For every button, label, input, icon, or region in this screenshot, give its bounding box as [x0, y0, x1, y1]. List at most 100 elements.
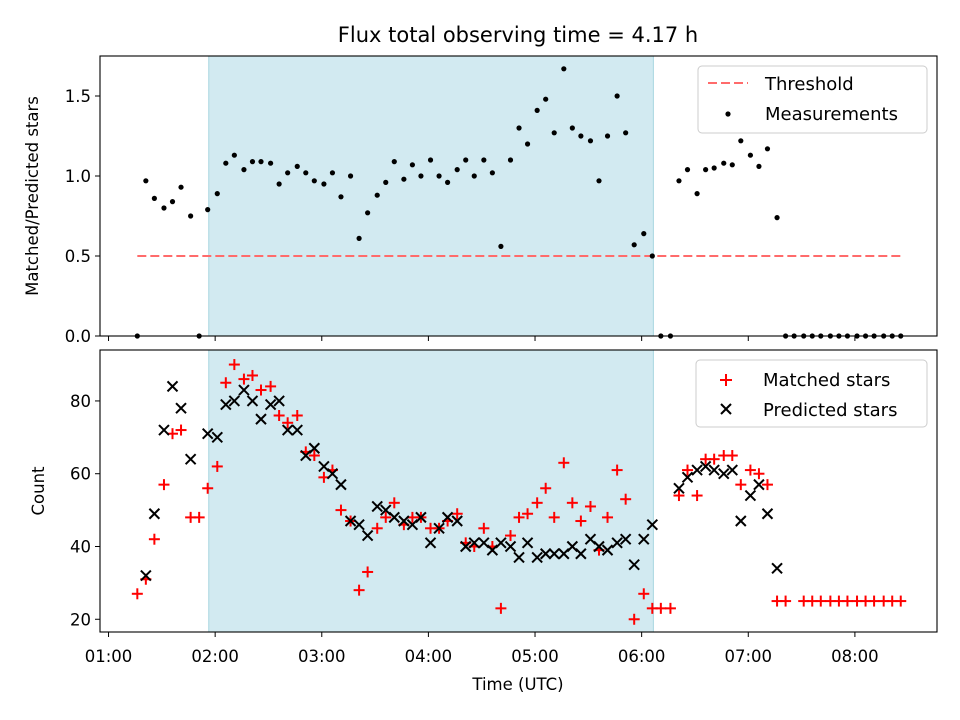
matched-point [815, 595, 827, 607]
predicted-point [504, 540, 517, 553]
predicted-point [638, 533, 650, 545]
measurement-point [676, 178, 682, 184]
measurement-point [721, 160, 727, 166]
matched-point [753, 468, 765, 480]
measurement-point [481, 157, 487, 163]
matched-point [638, 588, 650, 600]
measurement-point [756, 163, 762, 169]
measurement-point [711, 165, 717, 171]
bottom-legend-box [695, 359, 928, 428]
measurement-point [418, 173, 424, 179]
predicted-point [718, 468, 730, 480]
matched-point [744, 464, 756, 476]
matched-point [202, 482, 214, 494]
measurement-point [249, 159, 256, 165]
predicted-point [513, 551, 525, 564]
predicted-point [424, 537, 437, 549]
predicted-point [158, 424, 170, 436]
measurement-point [587, 138, 594, 144]
matched-point [362, 566, 374, 578]
measurement-point [223, 160, 229, 166]
measurement-point [623, 130, 629, 136]
bottom-plot-frame [99, 349, 938, 633]
matched-point [308, 450, 320, 462]
measurement-point [534, 107, 540, 113]
predicted-point [238, 384, 250, 396]
predicted-point [228, 395, 241, 407]
measurement-point [729, 162, 735, 168]
top-y-axis: 0.0 0.5 1.0 1.5 [65, 87, 100, 346]
matched-point [664, 602, 676, 614]
predicted-point [495, 537, 507, 549]
measurement-point [631, 242, 637, 248]
matched-point [265, 380, 277, 392]
predicted-point [326, 468, 339, 480]
top-legend-box [697, 65, 928, 134]
measurement-point [294, 163, 300, 169]
legend-matched-swatch [720, 374, 732, 386]
predicted-point [593, 540, 605, 553]
measurement-point [703, 167, 709, 173]
top-y-tick-label: 1.5 [65, 87, 91, 106]
matched-point [735, 479, 747, 491]
matched-point [291, 409, 303, 421]
legend-predicted-label: Predicted stars [763, 400, 897, 421]
predicted-point [246, 395, 259, 407]
measurement-point [524, 141, 531, 147]
predicted-point [388, 511, 400, 524]
measurement-point [569, 125, 575, 131]
measurement-point [684, 167, 691, 173]
measurement-point [303, 170, 309, 176]
matched-point [780, 595, 792, 607]
measurement-point [151, 195, 157, 201]
predicted-point [281, 424, 294, 436]
measurement-point [436, 173, 442, 179]
predicted-point [220, 398, 232, 411]
predicted-point [371, 500, 383, 513]
measurement-point [329, 170, 336, 176]
measurement-point [516, 125, 522, 131]
measurement-point [401, 176, 407, 182]
measurement-point [365, 210, 371, 216]
matched-point [495, 602, 507, 614]
matched-point [505, 530, 517, 542]
measurement-point [694, 191, 700, 197]
matched-point [620, 493, 632, 505]
matched-point [566, 497, 578, 509]
top-legend: Threshold Measurements [697, 65, 928, 134]
matched-point [175, 424, 187, 436]
predicted-point [735, 515, 747, 527]
matched-point [255, 384, 267, 396]
predicted-point [166, 380, 179, 393]
matched-point [380, 511, 392, 523]
top-plot-frame [99, 55, 938, 337]
predicted-point [548, 548, 560, 560]
predicted-point [521, 537, 534, 549]
measurement-point [427, 157, 434, 163]
measurement-point [241, 167, 247, 173]
matched-point [228, 359, 240, 371]
predicted-point [433, 522, 445, 535]
predicted-point [398, 515, 410, 527]
top-panel: 0.0 0.5 1.0 1.5 Matched/Predicted stars Thr… [23, 55, 938, 346]
legend-predicted-swatch [720, 403, 732, 415]
measurement-point [391, 159, 397, 165]
x-tick-label: 03:00 [298, 647, 346, 666]
x-tick-label: 01:00 [85, 647, 133, 666]
matched-point [841, 595, 853, 607]
matched-point [726, 450, 738, 462]
matched-point [220, 377, 232, 389]
measurement-point [641, 231, 647, 237]
predicted-point [335, 478, 347, 491]
bottom-legend: Matched stars Predicted stars [695, 359, 928, 428]
measurement-point [338, 194, 344, 200]
matched-point [238, 373, 250, 385]
predicted-point [441, 511, 454, 524]
measurement-point [409, 162, 416, 168]
x-axis-label: Time (UTC) [471, 675, 563, 694]
bottom-y-axis: 20 40 60 80 [70, 392, 100, 629]
predicted-point [468, 537, 480, 549]
matched-point [148, 533, 160, 545]
matched-point [451, 508, 463, 520]
